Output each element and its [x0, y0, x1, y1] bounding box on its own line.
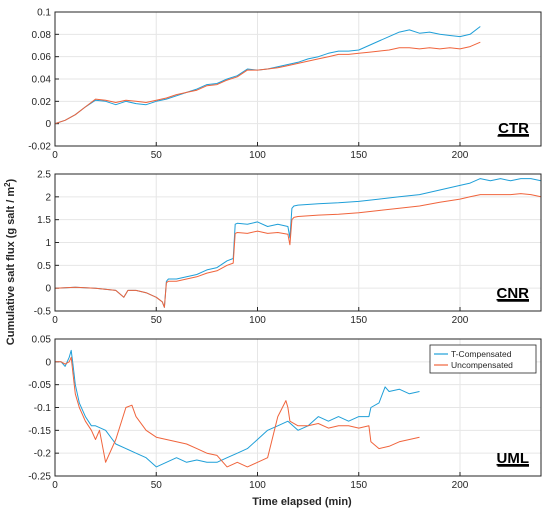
series-line-uncompensated [55, 41, 481, 125]
x-tick-label: 150 [350, 150, 367, 161]
y-tick-label: 0.06 [32, 52, 52, 63]
legend-entry: T-Compensated [451, 349, 512, 359]
series-line-uncompensated [55, 193, 541, 308]
y-tick-label: 0.1 [37, 8, 51, 19]
y-tick-label: 0.08 [32, 30, 52, 41]
x-tick-label: 100 [249, 480, 266, 491]
y-tick-label: -0.5 [34, 307, 52, 318]
y-tick-label: 1.5 [37, 215, 51, 226]
y-tick-label: 1 [45, 238, 51, 249]
x-tick-label: 150 [350, 315, 367, 326]
x-tick-label: 0 [52, 150, 58, 161]
y-tick-label: 2.5 [37, 170, 51, 181]
x-tick-label: 0 [52, 315, 58, 326]
x-tick-label: 200 [452, 150, 469, 161]
panels-group: 0 50 100 150 200-0.0200.020.040.060.080.1CTR… [28, 8, 542, 491]
panel-uml: 0 50 100 150 200 -0.25 -0.2 -0.15 -0.1 -0.05 0 0.05… [28, 335, 542, 491]
y-tick-label: 0 [45, 357, 51, 368]
panel-label: CTR [498, 120, 529, 137]
axes-frame [54, 11, 542, 147]
y-tick-label: 0 [45, 119, 51, 130]
x-tick-label: 50 [151, 315, 163, 326]
y-axis-label-close: ) [5, 178, 17, 182]
y-tick-label: -0.02 [28, 142, 51, 153]
axes-frame [54, 173, 542, 312]
panel-label: UML [497, 450, 530, 467]
series-line-t-compensated [55, 349, 420, 468]
series-line-uncompensated [55, 356, 420, 468]
y-tick-label: 0 [45, 284, 51, 295]
x-tick-label: 150 [350, 480, 367, 491]
y-tick-label: 0.04 [32, 75, 52, 86]
x-tick-label: 200 [452, 315, 469, 326]
panel-label: CNR [497, 285, 530, 302]
y-tick-label: -0.25 [28, 472, 51, 483]
y-tick-label: -0.2 [34, 449, 52, 460]
y-tick-label: -0.15 [28, 426, 51, 437]
axes-frame [54, 338, 542, 477]
x-axis-label: Time elapsed (min) [252, 496, 352, 508]
x-tick-label: 200 [452, 480, 469, 491]
x-tick-label: 100 [249, 150, 266, 161]
legend-entry: Uncompensated [451, 360, 513, 370]
x-tick-label: 50 [151, 480, 163, 491]
y-axis-label-main: Cumulative salt flux (g salt / m [5, 187, 17, 346]
x-tick-label: 50 [151, 150, 163, 161]
y-tick-label: 0.02 [32, 97, 52, 108]
x-tick-label: 100 [249, 315, 266, 326]
y-tick-label: 0.5 [37, 261, 51, 272]
grid-lines [55, 174, 541, 311]
y-axis-label-superscript: 2 [3, 182, 12, 187]
y-tick-label: -0.05 [28, 380, 51, 391]
legend-box [429, 344, 537, 374]
y-tick-label: 2 [45, 192, 51, 203]
grid-lines [55, 12, 541, 146]
x-tick-label: 0 [52, 480, 58, 491]
y-axis-label: Cumulative salt flux (g salt / m2) [3, 178, 17, 345]
y-tick-label: 0.05 [32, 335, 52, 346]
y-tick-label: -0.1 [34, 403, 52, 414]
